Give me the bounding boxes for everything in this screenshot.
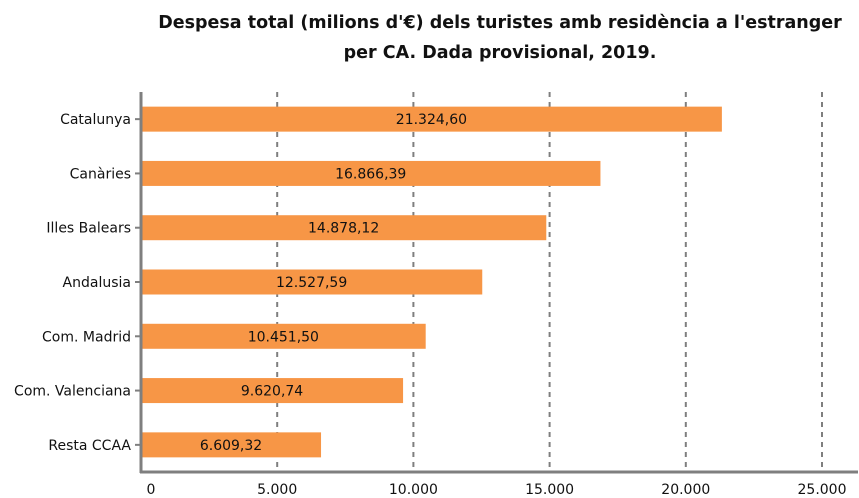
category-label-4: Com. Madrid: [42, 329, 131, 345]
bar-0: [141, 106, 722, 132]
chart-title-line-1: Despesa total (milions d'€) dels turiste…: [158, 13, 842, 33]
data-label-5: 9.620,74: [241, 384, 303, 400]
category-label-0: Catalunya: [60, 112, 131, 128]
category-label-1: Canàries: [70, 166, 131, 182]
data-label-6: 6.609,32: [200, 438, 262, 454]
category-label-2: Illes Balears: [46, 221, 131, 237]
x-tick-label-0: 0: [147, 482, 156, 498]
data-label-4: 10.451,50: [248, 329, 319, 345]
x-tick-label-2: 10.000: [389, 482, 438, 498]
category-label-6: Resta CCAA: [48, 438, 131, 454]
x-tick-label-4: 20.000: [661, 482, 710, 498]
data-label-3: 12.527,59: [276, 275, 347, 291]
x-tick-label-5: 25.000: [798, 482, 847, 498]
chart-title: Despesa total (milions d'€) dels turiste…: [130, 8, 859, 68]
data-label-2: 14.878,12: [308, 221, 379, 237]
data-label-0: 21.324,60: [396, 112, 467, 128]
bar-3: [141, 269, 483, 295]
x-tick-label-3: 15.000: [525, 482, 574, 498]
bar-5: [141, 378, 404, 404]
bar-1: [141, 160, 601, 186]
x-tick-label-1: 5.000: [257, 482, 297, 498]
bar-2: [141, 215, 547, 241]
bar-6: [141, 432, 322, 458]
chart-title-line-2: per CA. Dada provisional, 2019.: [343, 43, 657, 63]
data-label-1: 16.866,39: [335, 166, 406, 182]
category-label-5: Com. Valenciana: [14, 384, 131, 400]
category-label-3: Andalusia: [63, 275, 131, 291]
bar-4: [141, 323, 426, 349]
